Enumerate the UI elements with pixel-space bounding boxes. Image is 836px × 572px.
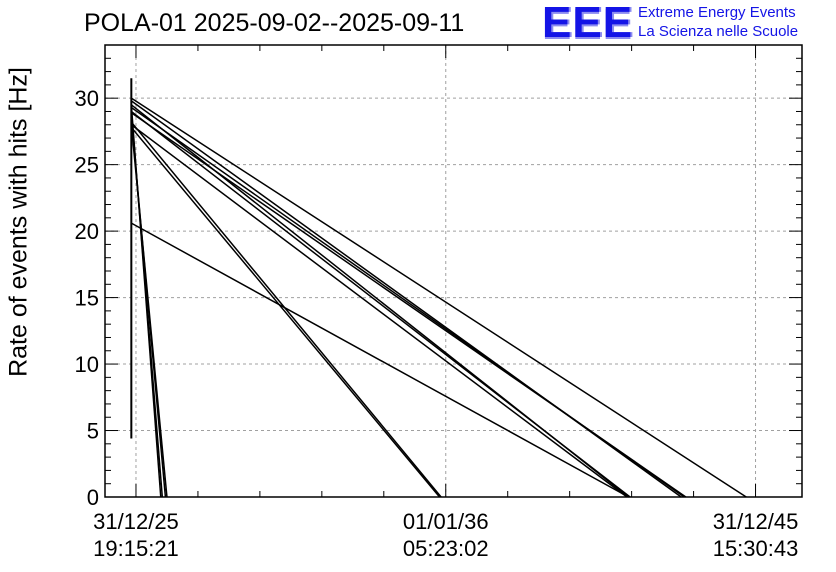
rate-segment [130,110,631,498]
rate-segment [130,97,747,498]
rate-segment [130,112,687,498]
x-tick-label-date: 01/01/36 [403,509,489,534]
series-lines [130,78,747,498]
x-tick-label-date: 31/12/25 [93,509,179,534]
y-tick-label: 25 [75,153,99,178]
rate-segment [130,121,442,498]
y-axis-label: Rate of events with hits [Hz] [4,67,33,377]
y-tick-label: 20 [75,219,99,244]
axes [104,44,803,498]
grid [105,45,802,497]
rate-segment [130,124,168,498]
x-tick-label-date: 31/12/45 [713,509,799,534]
rate-segment [130,126,441,498]
rate-segment [130,222,629,498]
rate-segment [130,124,628,498]
chart-title: POLA-01 2025-09-02--2025-09-11 [84,9,465,37]
x-tick-label-time: 15:30:43 [713,536,799,561]
x-tick-label-time: 05:23:02 [403,536,489,561]
y-tick-label: 15 [75,286,99,311]
y-tick-label: 0 [87,485,99,510]
eee-logo-mark: EEE [542,0,634,47]
eee-logo: EEE Extreme Energy Events La Scienza nel… [542,0,832,47]
logo-line-2: La Scienza nelle Scuole [638,23,799,40]
plot-frame [104,44,803,498]
y-tick-label: 5 [87,419,99,444]
y-tick-label: 10 [75,352,99,377]
y-tick-label: 30 [75,86,99,111]
x-tick-label-time: 19:15:21 [93,536,179,561]
logo-line-1: Extreme Energy Events [638,4,796,21]
